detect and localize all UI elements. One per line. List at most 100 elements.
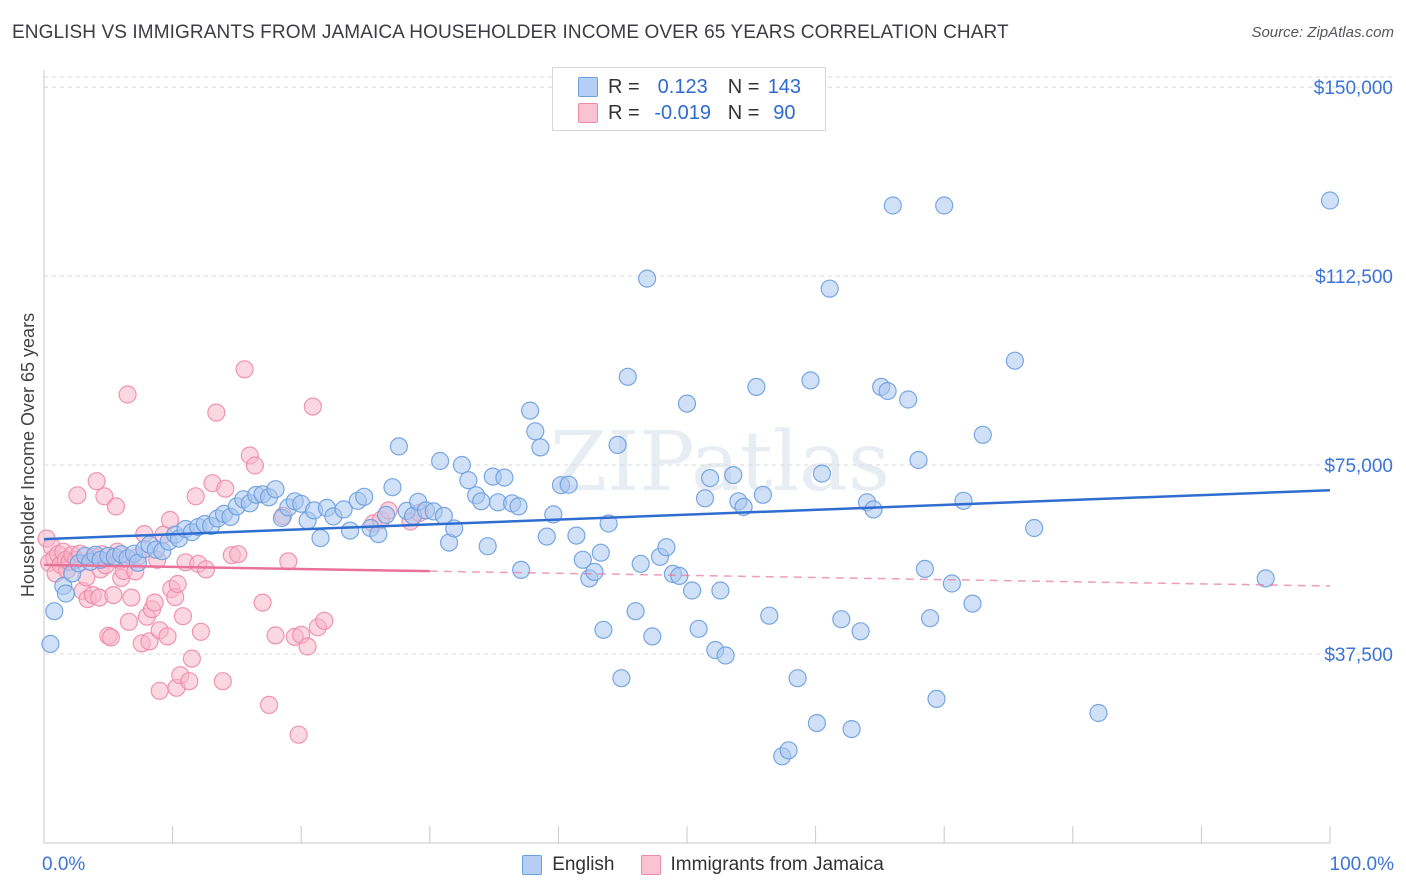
jamaica-point-79 <box>289 725 308 744</box>
jamaica-point-44 <box>145 593 164 612</box>
legend-item-english[interactable]: English <box>522 854 615 876</box>
english-point-61 <box>431 451 450 471</box>
english-point-114 <box>760 606 779 625</box>
english-point-95 <box>637 269 657 288</box>
english-point-131 <box>909 450 928 470</box>
english-point-94 <box>631 554 650 573</box>
jamaica-point-62 <box>191 622 210 641</box>
jamaica-point-58 <box>180 672 199 691</box>
jamaica-point-28 <box>104 585 123 605</box>
english-point-128 <box>878 381 897 401</box>
english-point-118 <box>801 371 820 390</box>
y-tick-label-1: $75,000 <box>1324 456 1393 477</box>
y-tick-label-0: $37,500 <box>1324 645 1393 666</box>
english-point-117 <box>788 669 807 688</box>
english-point-142 <box>1089 703 1108 723</box>
jamaica-point-59 <box>182 649 201 668</box>
english-point-65 <box>452 455 471 475</box>
legend-english-swatch <box>522 855 543 875</box>
english-point-78 <box>531 438 550 457</box>
jamaica-trend-line-solid <box>43 563 430 573</box>
english-point-79 <box>537 527 556 546</box>
jamaica-point-24 <box>95 487 114 506</box>
english-point-144 <box>1320 191 1340 210</box>
english-point-112 <box>747 377 766 396</box>
english-point-76 <box>520 401 540 420</box>
legend-jamaica-swatch <box>640 855 661 875</box>
english-point-121 <box>820 279 839 298</box>
english-point-109 <box>724 466 743 485</box>
english-point-135 <box>935 196 954 215</box>
english-r-value: 0.123 <box>657 75 708 98</box>
english-point-69 <box>478 537 497 556</box>
english-point-48 <box>341 521 360 540</box>
jamaica-point-36 <box>122 588 141 607</box>
english-point-3 <box>56 584 76 603</box>
english-point-119 <box>807 713 827 733</box>
english-point-86 <box>585 562 604 582</box>
jamaica-point-84 <box>315 611 334 630</box>
english-point-47 <box>334 500 353 519</box>
jamaica-point-66 <box>213 672 232 691</box>
english-point-66 <box>459 471 478 490</box>
english-n-label: N = <box>727 75 760 98</box>
jamaica-point-56 <box>173 607 192 626</box>
english-point-140 <box>1005 351 1025 370</box>
english-point-108 <box>716 646 735 665</box>
jamaica-point-67 <box>216 479 235 498</box>
english-point-122 <box>832 610 851 629</box>
jamaica-point-70 <box>235 360 254 379</box>
english-point-126 <box>864 500 883 519</box>
english-swatch <box>578 77 598 97</box>
jamaica-point-81 <box>298 637 317 656</box>
english-point-98 <box>657 538 676 557</box>
english-point-129 <box>883 196 902 215</box>
english-point-132 <box>915 559 935 579</box>
jamaica-point-63 <box>196 560 216 579</box>
english-point-143 <box>1256 569 1275 588</box>
english-point-44 <box>311 528 330 548</box>
y-tick-label-2: $112,500 <box>1315 267 1393 288</box>
jamaica-point-74 <box>259 695 279 715</box>
english-trend-line <box>43 488 1331 541</box>
english-point-54 <box>383 478 402 497</box>
jamaica-point-75 <box>266 626 285 645</box>
legend-item-jamaica[interactable]: Immigrants from Jamaica <box>640 854 884 876</box>
english-point-101 <box>677 394 697 413</box>
stats-row-english: R = 0.123 N = 143 <box>553 74 809 100</box>
jamaica-point-73 <box>253 593 272 612</box>
english-point-141 <box>1025 518 1044 538</box>
english-point-90 <box>608 435 627 454</box>
english-r-label: R = <box>608 75 640 98</box>
jamaica-point-77 <box>279 552 298 571</box>
english-points <box>41 191 1340 766</box>
y-axis-label: Householder Income Over 65 years <box>18 313 38 597</box>
english-n-value: 143 <box>767 75 802 98</box>
x-tick-label-1: 100.0% <box>1330 854 1395 875</box>
jamaica-point-82 <box>303 397 322 416</box>
jamaica-point-69 <box>229 545 248 564</box>
tick-labels: $37,500 $75,000 $112,500 $150,000 0.0% 100.0% <box>42 78 1394 875</box>
english-point-88 <box>594 620 613 639</box>
legend-jamaica-label: Immigrants from Jamaica <box>670 854 884 875</box>
english-point-138 <box>963 594 982 613</box>
jamaica-point-47 <box>150 681 169 700</box>
jamaica-point-54 <box>168 574 187 594</box>
english-point-103 <box>689 619 708 638</box>
jamaica-r-value: -0.019 <box>654 101 712 124</box>
english-point-52 <box>369 524 388 544</box>
english-point-133 <box>920 609 940 628</box>
english-point-96 <box>643 627 662 646</box>
watermark: ZIPatlas <box>550 415 890 510</box>
english-point-113 <box>753 485 773 504</box>
english-point-124 <box>851 622 870 641</box>
jamaica-point-20 <box>87 472 106 491</box>
english-point-92 <box>618 367 637 386</box>
axes <box>43 70 1331 844</box>
jamaica-point-27 <box>101 628 121 647</box>
english-point-83 <box>567 526 586 545</box>
jamaica-point-13 <box>68 486 87 505</box>
english-point-53 <box>377 505 396 525</box>
english-point-136 <box>942 574 962 593</box>
